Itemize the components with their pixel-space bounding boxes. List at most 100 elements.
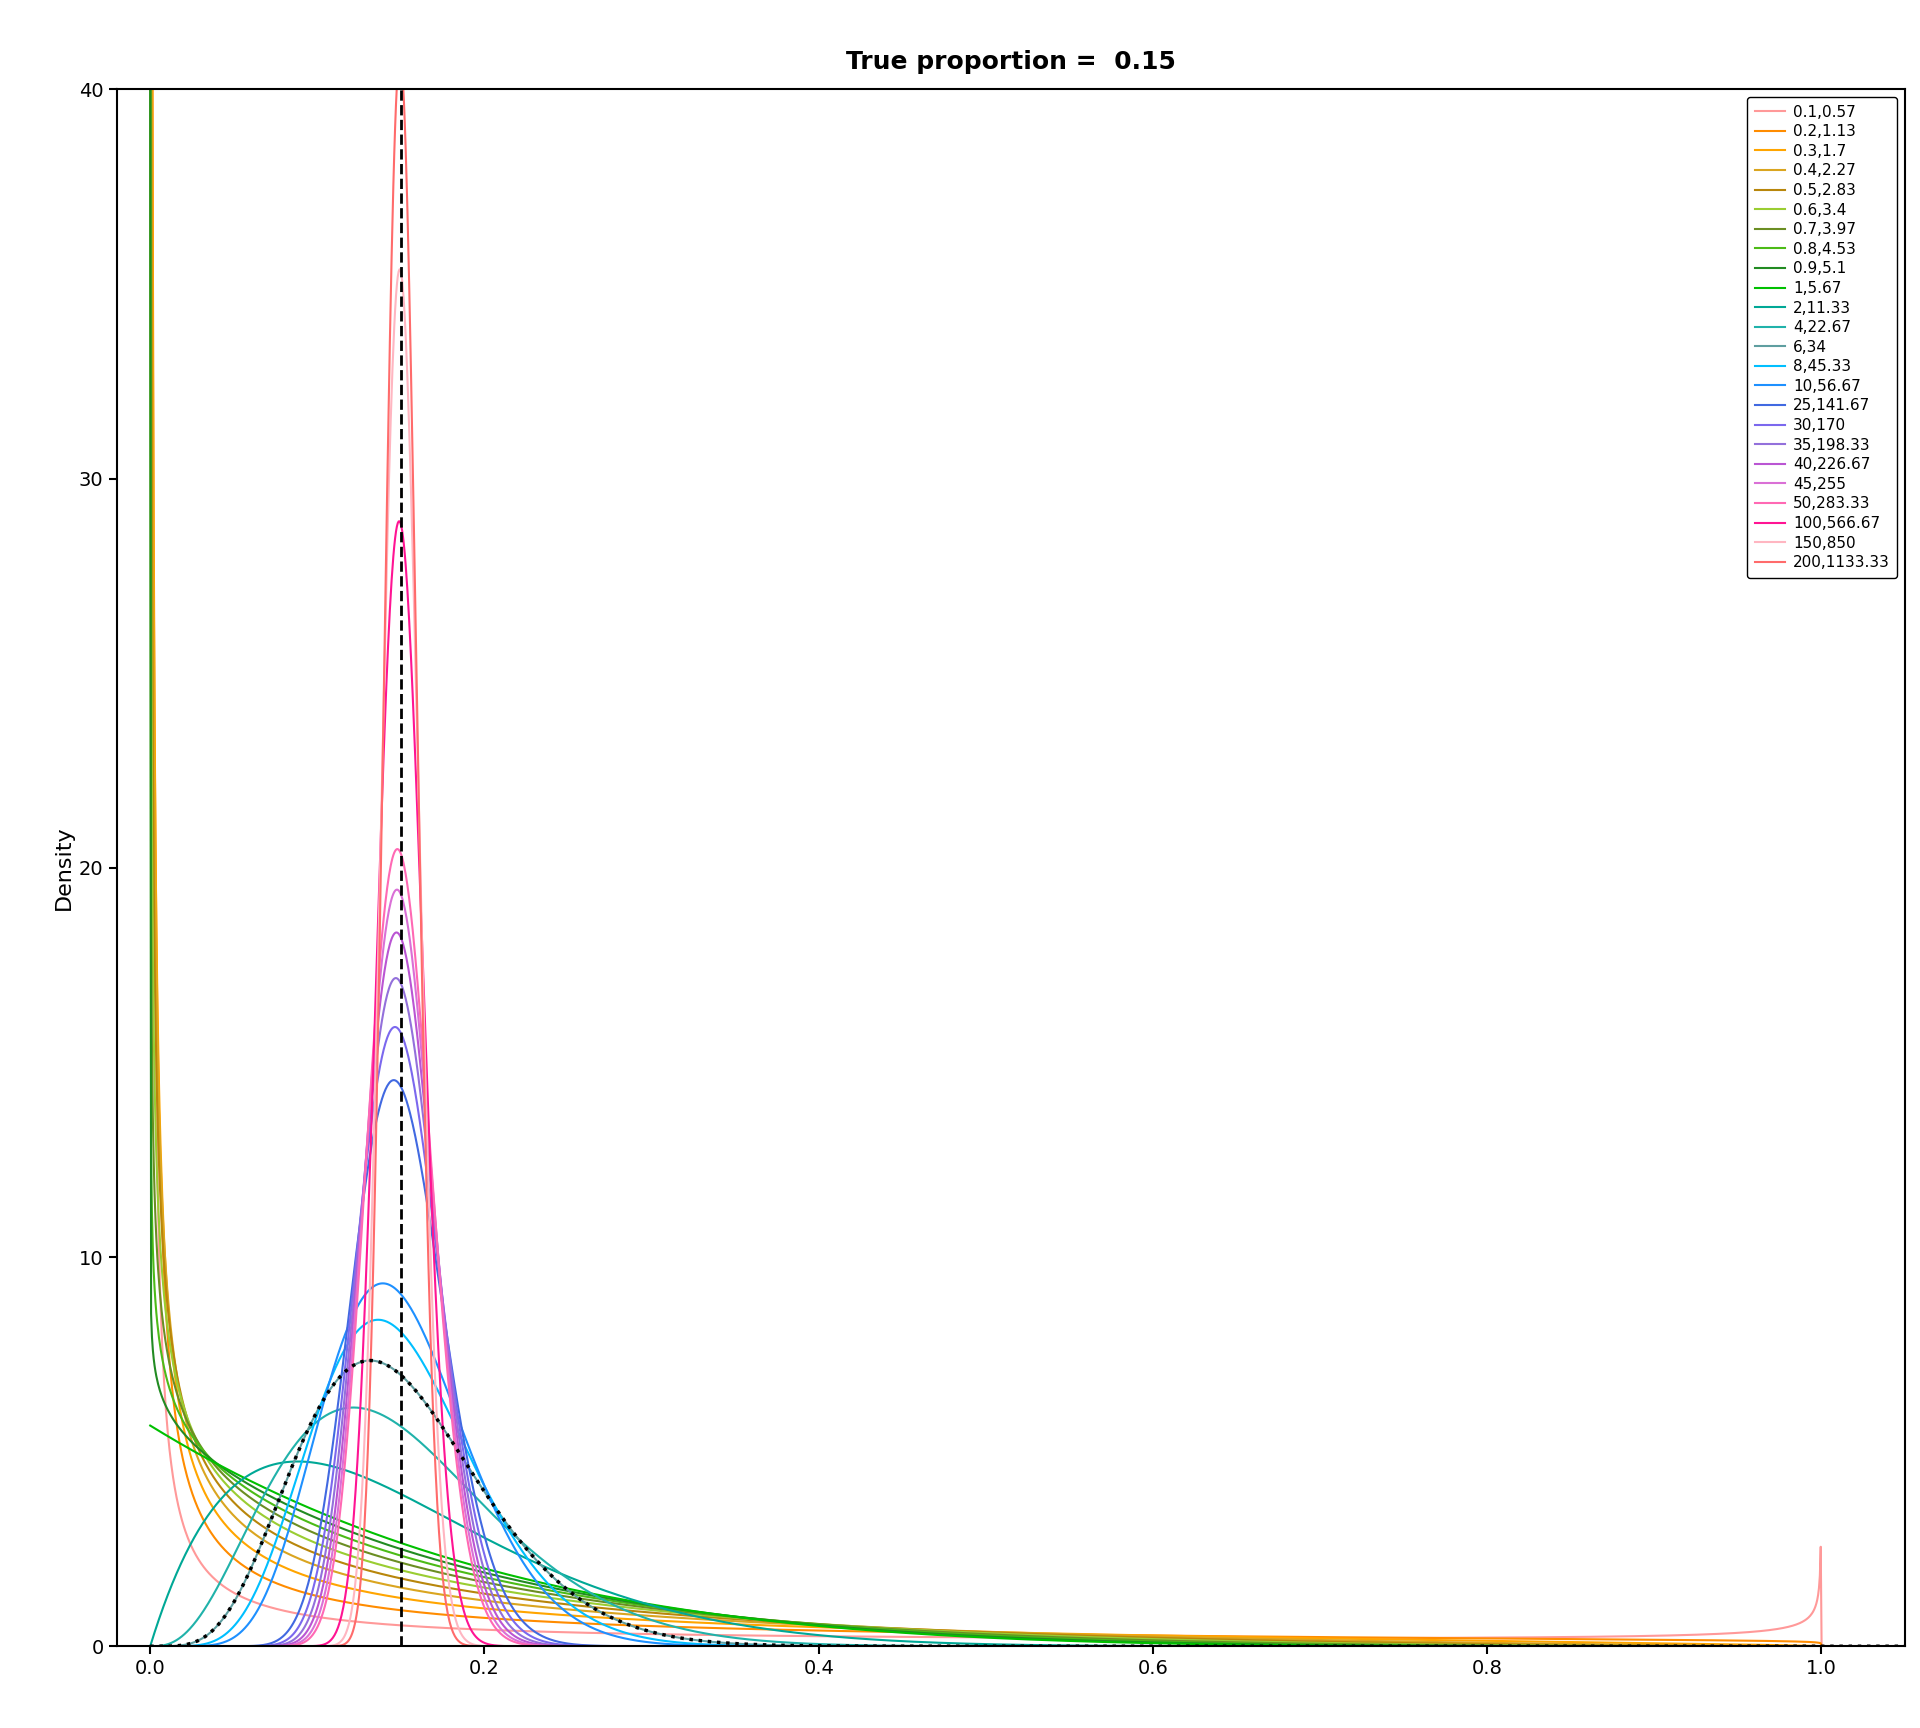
- 1,5.67: [1843, 1636, 1866, 1657]
- 0.4,2.27: [1811, 1636, 1834, 1657]
- 45,255: [386, 880, 409, 900]
- 6,34: [993, 1636, 1016, 1657]
- 200,1133.33: [390, 47, 413, 67]
- 45,255: [1843, 1636, 1866, 1657]
- Line: 0.5,2.83: 0.5,2.83: [150, 0, 1905, 1647]
- Line: 8,45.33: 8,45.33: [150, 1320, 1905, 1647]
- 2,11.33: [1843, 1636, 1866, 1657]
- 0.6,3.4: [1843, 1636, 1866, 1657]
- 0.8,4.53: [1843, 1636, 1866, 1657]
- Line: 35,198.33: 35,198.33: [150, 978, 1905, 1647]
- 4,22.67: [228, 1533, 252, 1553]
- 50,283.33: [138, 1636, 161, 1657]
- 0.8,4.53: [228, 1474, 252, 1495]
- 0.9,5.1: [1811, 1636, 1834, 1657]
- Line: 0.1,0.57: 0.1,0.57: [150, 0, 1905, 1647]
- 4,22.67: [1843, 1636, 1866, 1657]
- 2,11.33: [1521, 1636, 1544, 1657]
- 100,566.67: [228, 1636, 252, 1657]
- 25,141.67: [947, 1636, 970, 1657]
- 40,226.67: [1843, 1636, 1866, 1657]
- 1,5.67: [1843, 1636, 1866, 1657]
- Line: 6,34: 6,34: [150, 1360, 1905, 1647]
- 35,198.33: [228, 1636, 252, 1657]
- Line: 50,283.33: 50,283.33: [150, 848, 1905, 1647]
- 50,283.33: [1893, 1636, 1916, 1657]
- 25,141.67: [1521, 1636, 1544, 1657]
- 10,56.67: [993, 1636, 1016, 1657]
- 45,255: [1843, 1636, 1866, 1657]
- 1,5.67: [1893, 1636, 1916, 1657]
- 0.4,2.27: [945, 1621, 968, 1642]
- 150,850: [947, 1636, 970, 1657]
- Line: 10,56.67: 10,56.67: [150, 1284, 1905, 1647]
- 4,22.67: [138, 1636, 161, 1657]
- Line: 1,5.67: 1,5.67: [150, 1426, 1905, 1647]
- 50,283.33: [947, 1636, 970, 1657]
- 150,850: [388, 259, 411, 280]
- 0.6,3.4: [1893, 1636, 1916, 1657]
- 40,226.67: [1843, 1636, 1866, 1657]
- 0.6,3.4: [1811, 1636, 1834, 1657]
- 100,566.67: [947, 1636, 970, 1657]
- 200,1133.33: [947, 1636, 970, 1657]
- 0.9,5.1: [993, 1628, 1016, 1649]
- 0.8,4.53: [1893, 1636, 1916, 1657]
- 50,283.33: [386, 838, 409, 859]
- 200,1133.33: [993, 1636, 1016, 1657]
- 25,141.67: [228, 1636, 252, 1657]
- 150,850: [1843, 1636, 1866, 1657]
- Line: 0.9,5.1: 0.9,5.1: [150, 0, 1905, 1647]
- 8,45.33: [1843, 1636, 1866, 1657]
- 0.9,5.1: [1843, 1636, 1866, 1657]
- 6,34: [1521, 1636, 1544, 1657]
- 150,850: [138, 1636, 161, 1657]
- 0.2,1.13: [1811, 1636, 1834, 1657]
- 10,56.67: [371, 1274, 394, 1294]
- Line: 0.6,3.4: 0.6,3.4: [150, 0, 1905, 1647]
- 35,198.33: [1843, 1636, 1866, 1657]
- 0.1,0.57: [945, 1626, 968, 1647]
- 25,141.67: [1843, 1636, 1866, 1657]
- Line: 25,141.67: 25,141.67: [150, 1080, 1905, 1647]
- 35,198.33: [1521, 1636, 1544, 1657]
- 0.4,2.27: [228, 1512, 252, 1533]
- 0.5,2.83: [1893, 1636, 1916, 1657]
- 100,566.67: [1893, 1636, 1916, 1657]
- 35,198.33: [1843, 1636, 1866, 1657]
- 0.3,1.7: [993, 1623, 1016, 1643]
- Line: 100,566.67: 100,566.67: [150, 522, 1905, 1647]
- 0.9,5.1: [1843, 1636, 1866, 1657]
- 50,283.33: [1843, 1636, 1866, 1657]
- 0.3,1.7: [1811, 1636, 1834, 1657]
- 6,34: [228, 1581, 252, 1602]
- Line: 2,11.33: 2,11.33: [150, 1462, 1905, 1647]
- 6,34: [1843, 1636, 1866, 1657]
- 0.3,1.7: [1521, 1631, 1544, 1652]
- 0.8,4.53: [1521, 1636, 1544, 1657]
- 0.7,3.97: [1843, 1636, 1866, 1657]
- 25,141.67: [993, 1636, 1016, 1657]
- 0.6,3.4: [945, 1621, 968, 1642]
- 6,34: [947, 1636, 970, 1657]
- 4,22.67: [947, 1636, 970, 1657]
- 40,226.67: [993, 1636, 1016, 1657]
- 0.5,2.83: [1843, 1636, 1866, 1657]
- 0.8,4.53: [1811, 1636, 1834, 1657]
- 50,283.33: [228, 1636, 252, 1657]
- Line: 30,170: 30,170: [150, 1026, 1905, 1647]
- 35,198.33: [384, 968, 407, 988]
- 2,11.33: [993, 1635, 1016, 1655]
- 0.5,2.83: [945, 1621, 968, 1642]
- 0.6,3.4: [1843, 1636, 1866, 1657]
- 30,170: [228, 1636, 252, 1657]
- Line: 0.8,4.53: 0.8,4.53: [150, 0, 1905, 1647]
- 2,11.33: [228, 1471, 252, 1491]
- 8,45.33: [1893, 1636, 1916, 1657]
- Y-axis label: Density: Density: [54, 826, 73, 911]
- 100,566.67: [138, 1636, 161, 1657]
- 10,56.67: [228, 1623, 252, 1643]
- 30,170: [1843, 1636, 1866, 1657]
- 0.2,1.13: [1843, 1636, 1866, 1657]
- 0.6,3.4: [993, 1624, 1016, 1645]
